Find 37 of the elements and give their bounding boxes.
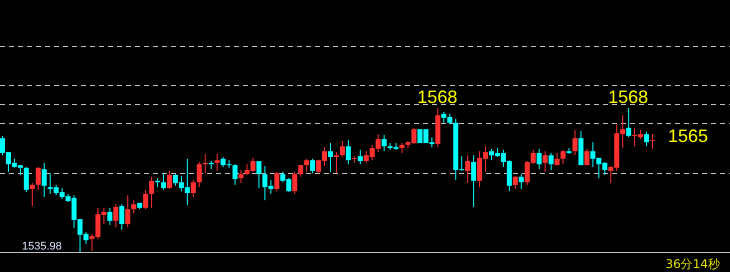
candlestick xyxy=(161,172,166,190)
candlestick xyxy=(131,200,136,214)
candlestick xyxy=(238,170,244,184)
candlestick xyxy=(340,140,345,158)
candlestick xyxy=(107,207,112,226)
candlestick xyxy=(334,152,339,174)
candlestick xyxy=(149,176,154,208)
candlestick xyxy=(650,134,655,150)
candlestick xyxy=(166,170,172,190)
candlestick xyxy=(346,139,351,165)
candlestick xyxy=(572,130,578,156)
text: 36分14秒 xyxy=(665,257,720,271)
candlestick xyxy=(382,134,387,152)
candlestick xyxy=(400,142,405,154)
candlestick xyxy=(232,164,238,186)
candlestick xyxy=(352,156,357,164)
candlestick xyxy=(465,154,470,184)
candlestick xyxy=(542,150,548,172)
candlestick xyxy=(214,153,220,172)
candlestick xyxy=(435,108,440,148)
candlestick xyxy=(512,175,518,190)
candlestick xyxy=(358,149,363,165)
candlestick xyxy=(566,148,572,154)
text: 1565 xyxy=(668,126,708,146)
candlestick xyxy=(42,162,47,198)
candlestick xyxy=(536,148,542,170)
candlestick xyxy=(119,204,124,230)
candlestick xyxy=(113,204,118,228)
candlestick xyxy=(125,194,130,228)
annotation: 1568 xyxy=(417,87,458,107)
ref-line-label: 1535.98 xyxy=(22,240,62,252)
candlestick xyxy=(471,154,476,208)
annotation: 1568 xyxy=(608,87,648,107)
candlestick xyxy=(328,142,333,172)
candlestick xyxy=(518,174,524,190)
candlestick xyxy=(36,166,41,190)
candlestick xyxy=(30,182,35,207)
